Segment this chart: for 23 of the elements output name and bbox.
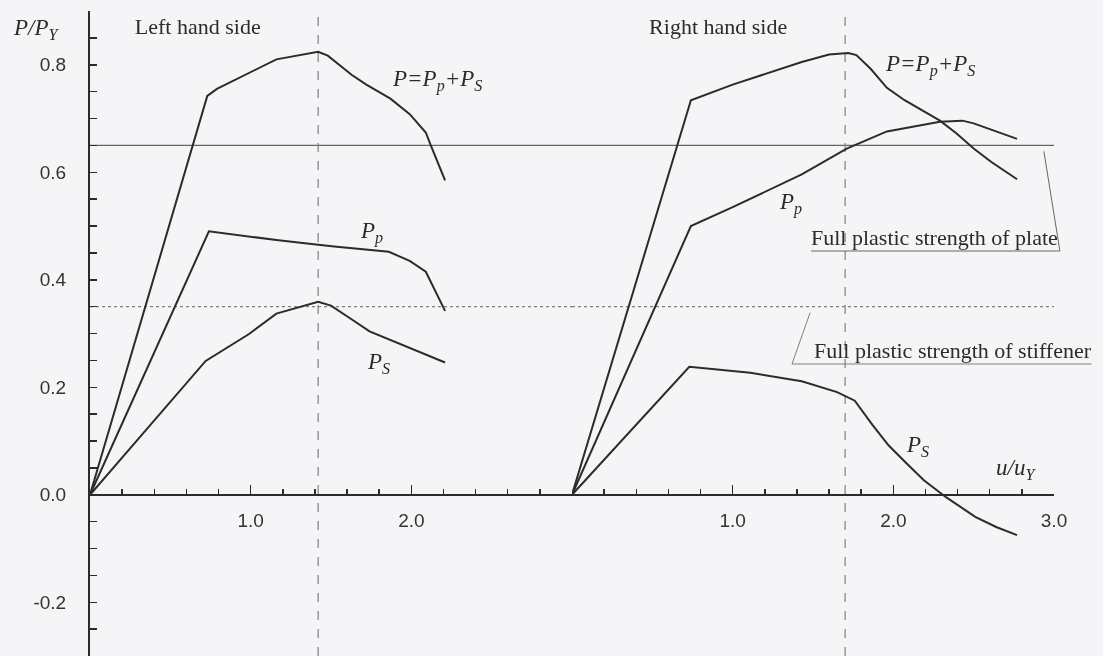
- series-label: P$_{p}$: [779, 189, 803, 218]
- y-tick-label: 0.4: [39, 269, 67, 291]
- chart-title: Right hand side: [649, 13, 788, 39]
- series-label: P$_{S}$: [367, 349, 391, 377]
- y-tick-label: 0.2: [39, 376, 67, 398]
- series-label: P=P$_{p}$+P$_{S}$: [885, 51, 976, 80]
- ref-line-label: Full plastic strength of stiffener: [814, 338, 1092, 363]
- x-axis-title: u/u$_{Y}$: [996, 455, 1037, 483]
- y-axis-title: P/P$_{Y}$: [13, 15, 60, 43]
- x-tick-label: 3.0: [1040, 509, 1068, 531]
- x-tick-label: 1.0: [237, 509, 264, 531]
- chart-title: Left hand side: [134, 13, 261, 39]
- y-tick-label: 0.6: [39, 161, 67, 183]
- y-tick-label: 0.0: [39, 484, 67, 506]
- series-label: P=P$_{p}$+P$_{S}$: [392, 66, 483, 95]
- x-tick-label: 2.0: [880, 509, 907, 531]
- x-tick-label: 2.0: [398, 509, 425, 531]
- series-label: P$_{p}$: [360, 218, 384, 247]
- ref-line-label: Full plastic strength of plate: [811, 225, 1058, 250]
- x-tick-label: 1.0: [719, 509, 746, 531]
- y-tick-label: 0.8: [39, 54, 67, 76]
- series-label: P$_{S}$: [906, 432, 930, 460]
- y-tick-label: -0.2: [33, 591, 67, 613]
